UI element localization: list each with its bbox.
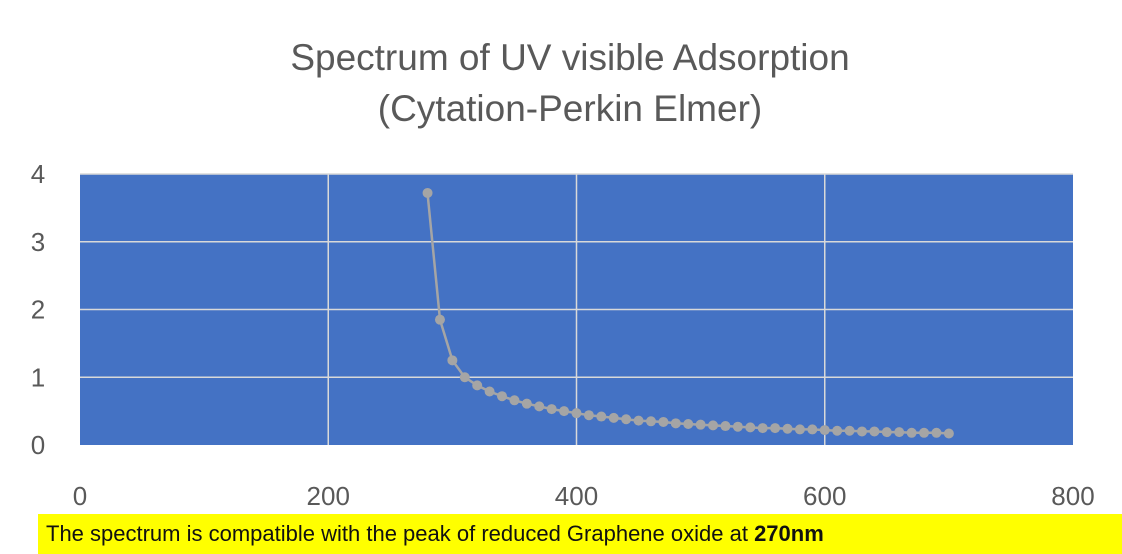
data-point [447,355,458,366]
x-tick-label: 600 [803,481,846,511]
data-point [894,427,905,438]
y-tick-label: 3 [31,227,45,257]
x-tick-label: 200 [307,481,350,511]
data-point [497,391,508,402]
data-point [509,395,520,406]
data-point [670,418,681,429]
data-point [645,416,656,427]
data-point [919,427,930,438]
data-point [484,386,495,397]
data-point [906,427,917,438]
series-points [422,187,954,439]
data-point [422,187,433,198]
data-point [943,428,954,439]
caption-bold-value: 270nm [754,521,824,546]
data-point [459,372,470,383]
data-point [881,427,892,438]
data-point [658,416,669,427]
data-point [695,419,706,430]
data-point [434,314,445,325]
data-point [596,411,607,422]
gridlines [80,173,1073,445]
data-point [472,380,483,391]
data-point [720,421,731,432]
data-point [621,414,632,425]
x-tick-label: 800 [1051,481,1094,511]
data-point [633,415,644,426]
x-axis-ticks: 0 200 400 600 800 [73,481,1095,511]
data-point [819,425,830,436]
x-tick-label: 400 [555,481,598,511]
data-point [571,408,582,419]
data-point [869,426,880,437]
uv-spectrum-chart: 0 1 2 3 4 0 200 400 600 800 [31,159,1095,511]
data-point [546,404,557,415]
chart-title-line2: (Cytation-Perkin Elmer) [377,88,763,129]
x-tick-label: 0 [73,481,87,511]
data-point [683,418,694,429]
caption-text: The spectrum is compatible with the peak… [46,521,755,546]
y-tick-label: 2 [31,295,45,325]
data-point [608,412,619,423]
data-point [856,426,867,437]
data-point [708,420,719,431]
data-point [807,424,818,435]
data-point [794,424,805,435]
caption-highlight: The spectrum is compatible with the peak… [38,514,1122,554]
y-axis-ticks: 0 1 2 3 4 [31,159,45,460]
data-point [583,410,594,421]
data-point [757,423,768,434]
data-point [745,422,756,433]
y-tick-label: 1 [31,362,45,392]
y-tick-label: 4 [31,159,45,189]
data-point [770,423,781,434]
chart-title-line1: Spectrum of UV visible Adsorption [290,37,850,78]
data-point [782,423,793,434]
data-point [844,425,855,436]
data-point [534,401,545,412]
data-point [521,398,532,409]
data-point [832,425,843,436]
data-point [931,427,942,438]
data-point [732,421,743,432]
y-tick-label: 0 [31,430,45,460]
data-point [559,406,570,417]
